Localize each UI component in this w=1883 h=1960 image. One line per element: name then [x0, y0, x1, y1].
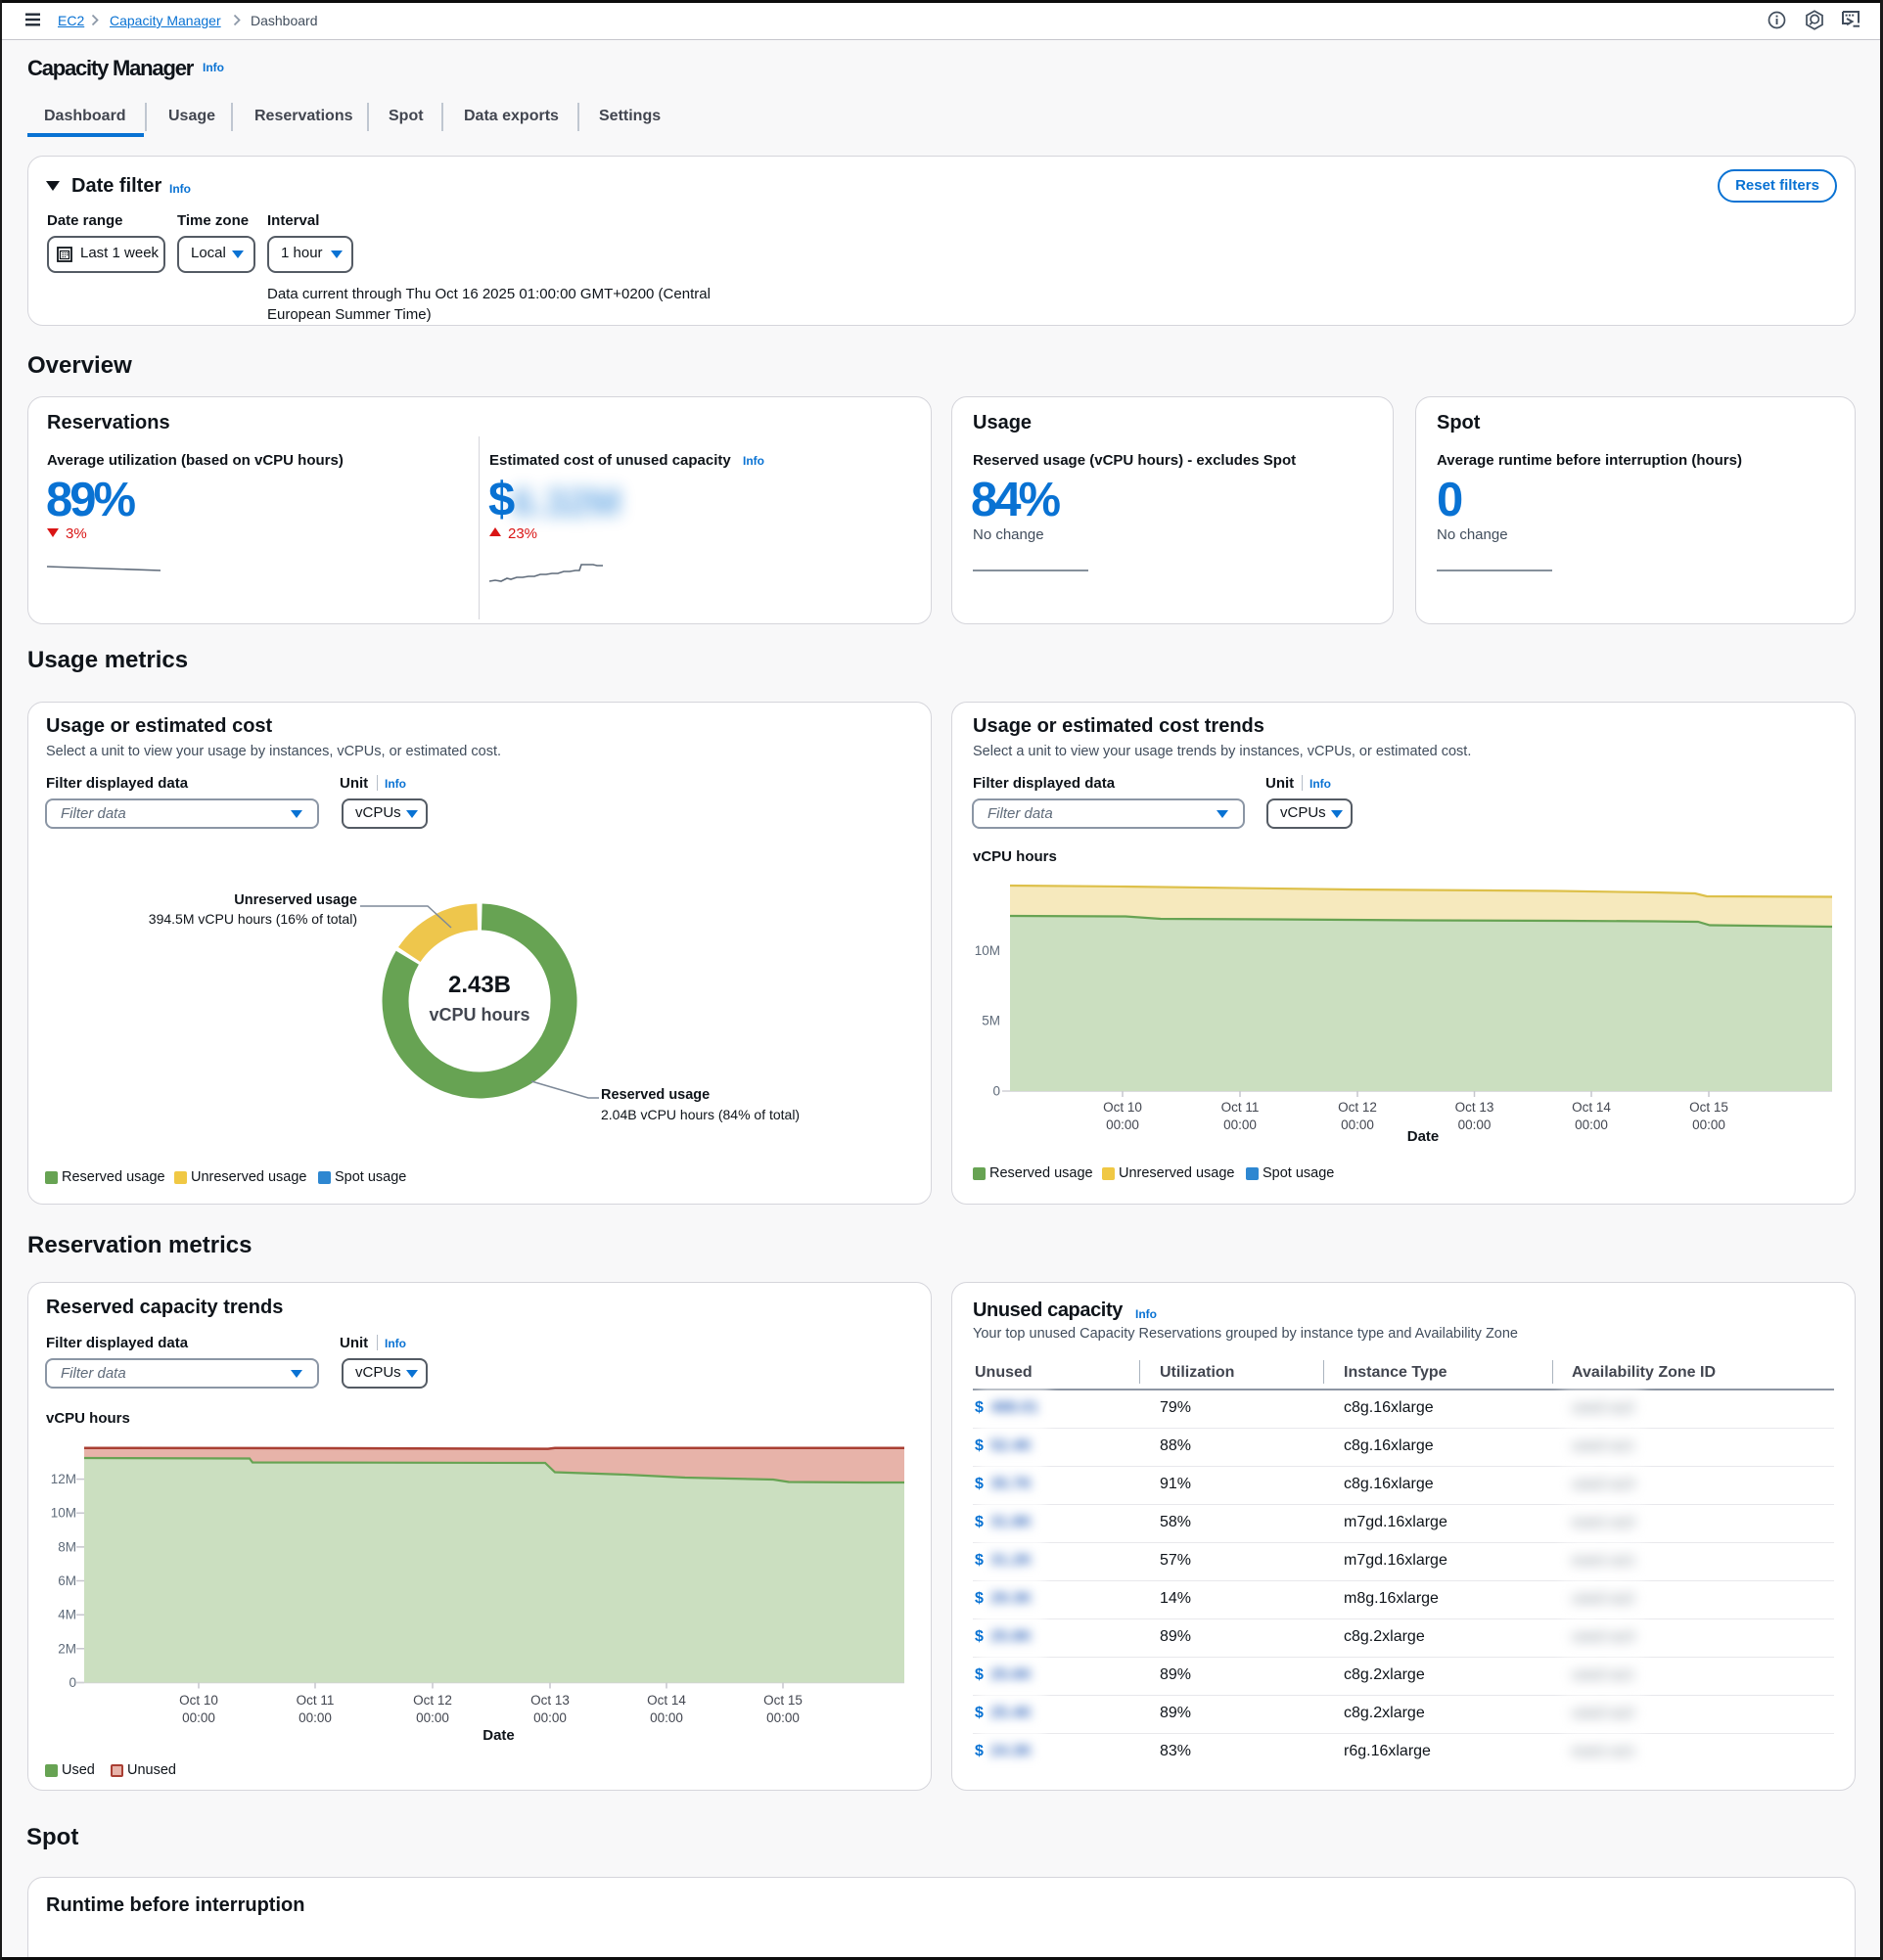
svg-text:Date: Date — [1407, 1128, 1440, 1145]
svg-text:4M: 4M — [58, 1608, 76, 1622]
svg-text:00:00: 00:00 — [1223, 1117, 1257, 1132]
svg-text:Oct 11: Oct 11 — [1221, 1100, 1260, 1115]
svg-text:2M: 2M — [58, 1641, 76, 1656]
svg-text:00:00: 00:00 — [1106, 1117, 1139, 1132]
svg-text:Oct 15: Oct 15 — [763, 1693, 803, 1708]
svg-text:00:00: 00:00 — [299, 1710, 332, 1725]
svg-text:00:00: 00:00 — [1692, 1117, 1725, 1132]
svg-text:Date: Date — [482, 1727, 515, 1744]
svg-text:Oct 13: Oct 13 — [530, 1693, 570, 1708]
svg-text:Oct 13: Oct 13 — [1455, 1100, 1494, 1115]
svg-text:00:00: 00:00 — [1575, 1117, 1608, 1132]
svg-text:Oct 10: Oct 10 — [179, 1693, 218, 1708]
svg-text:10M: 10M — [51, 1506, 76, 1521]
svg-text:0: 0 — [992, 1084, 1000, 1099]
svg-text:00:00: 00:00 — [1458, 1117, 1492, 1132]
svg-text:8M: 8M — [58, 1539, 76, 1554]
svg-text:vCPU hours: vCPU hours — [429, 1005, 529, 1025]
svg-text:10M: 10M — [975, 943, 1000, 958]
svg-text:2.43B: 2.43B — [448, 972, 511, 998]
svg-text:00:00: 00:00 — [650, 1710, 683, 1725]
svg-text:Oct 15: Oct 15 — [1689, 1100, 1728, 1115]
svg-text:0: 0 — [69, 1675, 76, 1690]
svg-text:5M: 5M — [982, 1014, 1000, 1028]
svg-text:00:00: 00:00 — [182, 1710, 215, 1725]
svg-text:12M: 12M — [51, 1472, 76, 1486]
svg-text:00:00: 00:00 — [1341, 1117, 1374, 1132]
svg-text:Oct 10: Oct 10 — [1103, 1100, 1142, 1115]
svg-text:00:00: 00:00 — [416, 1710, 449, 1725]
svg-text:00:00: 00:00 — [766, 1710, 800, 1725]
svg-text:Oct 14: Oct 14 — [1572, 1100, 1611, 1115]
svg-text:00:00: 00:00 — [533, 1710, 567, 1725]
svg-text:Oct 11: Oct 11 — [297, 1693, 335, 1708]
svg-text:6M: 6M — [58, 1573, 76, 1588]
svg-text:Oct 14: Oct 14 — [647, 1693, 686, 1708]
svg-text:Oct 12: Oct 12 — [413, 1693, 452, 1708]
svg-text:Oct 12: Oct 12 — [1338, 1100, 1377, 1115]
